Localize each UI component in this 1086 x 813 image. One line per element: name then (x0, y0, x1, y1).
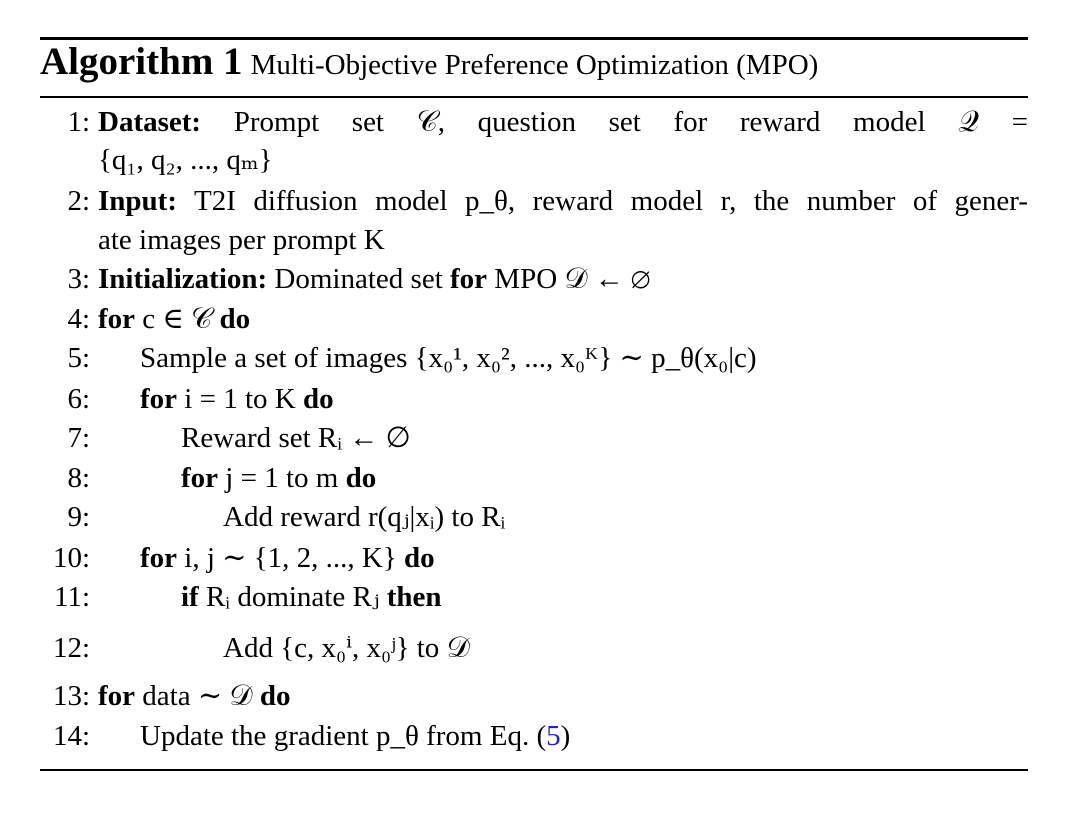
line-text: for c ∈ 𝒞 do (98, 303, 251, 335)
line-number: 9: (67, 501, 90, 533)
line-text: Dataset: Prompt set 𝒞, question set for … (98, 104, 1028, 141)
algorithm-label: Algorithm 1 (40, 40, 243, 83)
line-number: 13: (52, 680, 90, 712)
line-number: 7: (67, 422, 90, 454)
line-text-continued: {q₁, q₂, ..., qₘ} (98, 144, 273, 176)
line-number: 8: (67, 462, 90, 494)
bottom-rule (40, 769, 1028, 771)
line-text: Reward set Rᵢ ← ∅ (181, 422, 411, 454)
line-2-text: T2I diffusion model p_θ, reward model r,… (193, 185, 1028, 217)
keyword-dataset: Dataset: (98, 106, 202, 138)
line-text: Input: T2I diffusion model p_θ, reward m… (98, 183, 1028, 220)
line-1-math-text: Prompt set 𝒞, question set for reward mo… (233, 106, 1028, 138)
algorithm-name: Multi-Objective Preference Optimization … (250, 49, 819, 81)
line-number: 1: (67, 106, 90, 138)
line-text: for j = 1 to m do (181, 462, 377, 494)
line-text: if Rᵢ dominate Rⱼ then (181, 581, 442, 613)
line-text-continued: ate images per prompt K (98, 224, 385, 256)
line-text: for i, j ∼ {1, 2, ..., K} do (140, 542, 435, 574)
line-text: Sample a set of images {x₀¹, x₀², ..., x… (140, 342, 757, 374)
line-number: 2: (67, 185, 90, 217)
line-text: for data ∼ 𝒟 do (98, 680, 291, 712)
line-3-text: Dominated set for MPO 𝒟 ← ∅ (274, 263, 651, 295)
line-number: 12: (52, 632, 90, 664)
line-number: 14: (52, 720, 90, 752)
line-text: Initialization: Dominated set for MPO 𝒟 … (98, 261, 1028, 298)
line-text: for i = 1 to K do (140, 383, 334, 415)
keyword-initialization: Initialization: (98, 263, 268, 295)
keyword-input: Input: (98, 185, 177, 217)
line-text: Add {c, x₀ⁱ, x₀ʲ} to 𝒟 (223, 632, 470, 664)
line-number: 6: (67, 383, 90, 415)
top-rule (40, 37, 1028, 40)
algorithm-title: Algorithm 1 Multi-Objective Preference Op… (40, 42, 818, 81)
line-text: Update the gradient p_θ from Eq. (5) (140, 720, 571, 752)
line-text: Add reward r(qⱼ|xᵢ) to Rᵢ (223, 501, 506, 533)
line-number: 4: (67, 303, 90, 335)
header-rule (40, 96, 1028, 98)
line-number: 10: (52, 542, 90, 574)
line-number: 5: (67, 342, 90, 374)
line-number: 3: (67, 263, 90, 295)
line-number: 11: (54, 581, 90, 613)
